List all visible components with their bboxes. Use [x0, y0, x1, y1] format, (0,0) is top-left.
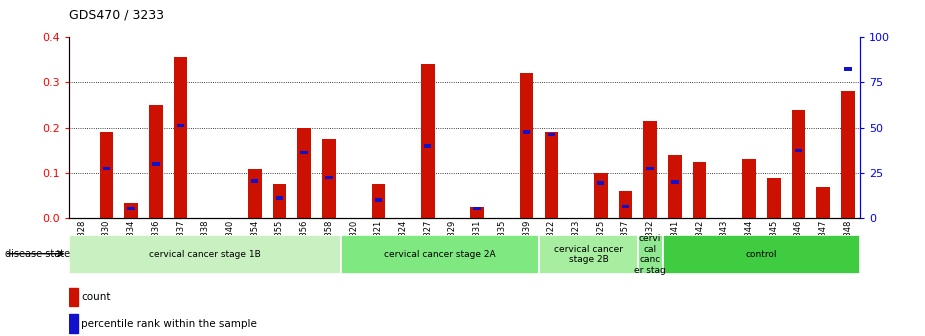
Bar [69, 235, 341, 274]
Bar [644, 121, 657, 218]
Bar [471, 207, 484, 218]
Bar [276, 196, 283, 200]
Text: cervical cancer stage 1B: cervical cancer stage 1B [150, 250, 261, 259]
Bar [326, 176, 333, 179]
Bar [597, 181, 604, 185]
Bar [474, 207, 481, 210]
Text: count: count [81, 292, 110, 302]
Bar [424, 144, 431, 148]
Bar [594, 173, 608, 218]
Text: cervical cancer
stage 2B: cervical cancer stage 2B [554, 245, 623, 264]
Bar [177, 124, 184, 127]
Bar [341, 235, 539, 274]
Bar [662, 235, 860, 274]
Bar [149, 105, 163, 218]
Bar [668, 155, 682, 218]
Bar [69, 314, 78, 333]
Bar [372, 184, 385, 218]
Bar [100, 132, 113, 218]
Bar [767, 177, 781, 218]
Text: disease state: disease state [5, 249, 69, 259]
Bar [845, 67, 852, 71]
Bar [545, 132, 558, 218]
Bar [128, 207, 135, 210]
Bar [539, 235, 638, 274]
Bar [103, 167, 110, 170]
Bar [520, 73, 534, 218]
Bar [248, 169, 262, 218]
Bar [301, 151, 308, 155]
Bar [375, 199, 382, 202]
Bar [672, 180, 679, 184]
Text: control: control [746, 250, 777, 259]
Bar [841, 91, 855, 218]
Bar [792, 110, 806, 218]
Bar [152, 162, 160, 166]
Bar [174, 57, 188, 218]
Text: cervical cancer stage 2A: cervical cancer stage 2A [384, 250, 496, 259]
Bar [622, 205, 629, 208]
Text: percentile rank within the sample: percentile rank within the sample [81, 319, 257, 329]
Text: cervi
cal
canc
er stag: cervi cal canc er stag [635, 235, 666, 275]
Bar [548, 133, 555, 136]
Bar [795, 149, 802, 152]
Bar [251, 179, 258, 183]
Bar [124, 203, 138, 218]
Bar [817, 187, 830, 218]
Bar [421, 64, 435, 218]
Bar [638, 235, 662, 274]
Bar [619, 191, 633, 218]
Bar [297, 128, 311, 218]
Bar [647, 167, 654, 170]
Bar [273, 184, 286, 218]
Text: GDS470 / 3233: GDS470 / 3233 [69, 9, 165, 22]
Bar [693, 162, 707, 218]
Bar [742, 160, 756, 218]
Bar [523, 130, 530, 134]
Bar [69, 288, 78, 306]
Bar [322, 139, 336, 218]
